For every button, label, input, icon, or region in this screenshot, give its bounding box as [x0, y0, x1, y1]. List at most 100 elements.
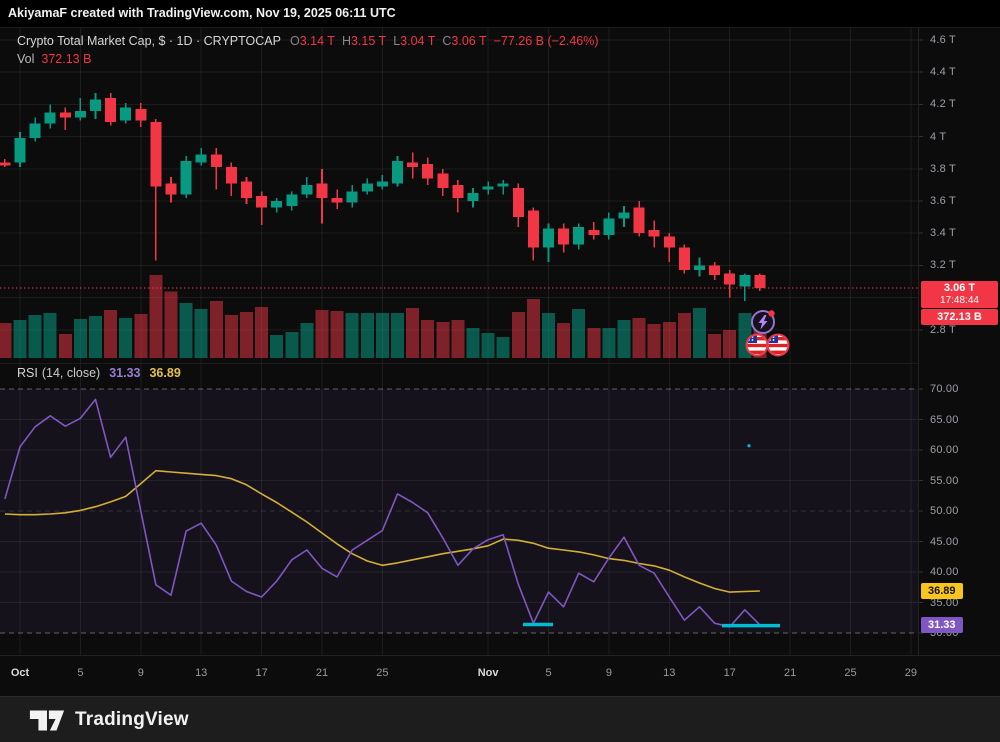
tradingview-logo-icon[interactable] [28, 706, 66, 734]
alert-dot [768, 310, 775, 317]
time-scale-label: 17 [255, 667, 268, 679]
volume-bar [406, 307, 420, 358]
time-scale-label: 13 [663, 667, 676, 679]
symbol-legend: Crypto Total Market Cap, $ · 1D · CRYPTO… [17, 34, 599, 48]
volume-bar [632, 318, 646, 358]
rsi-scale-label: 45.00 [930, 535, 959, 548]
volume-bar [0, 322, 12, 358]
rsi-ma-line [4, 469, 760, 593]
candle [678, 244, 690, 274]
volume-bar [58, 333, 72, 358]
tradingview-wordmark[interactable]: TradingView [75, 708, 189, 730]
candle [301, 176, 313, 198]
close-value: 3.06 T [451, 34, 487, 48]
time-scale-label: 25 [376, 667, 389, 679]
volume-bar [526, 298, 540, 358]
low-label: L [393, 34, 401, 48]
candle [392, 155, 403, 187]
volume-bar [345, 313, 359, 358]
volume-bar [421, 320, 435, 358]
candle [603, 212, 615, 240]
pane-divider[interactable] [0, 363, 918, 364]
price-scale-label: 4.4 T [930, 66, 956, 79]
candle [241, 176, 252, 205]
candle [165, 176, 177, 203]
open-label: O [289, 34, 300, 48]
candle [120, 102, 132, 124]
volume-bar [451, 320, 465, 358]
volume-bar [602, 327, 616, 358]
price-scale-label: 4.2 T [930, 98, 956, 111]
time-scale-label: Oct [10, 667, 30, 679]
candle [346, 184, 358, 208]
candle [74, 97, 86, 121]
price-scale-label: 3.4 T [930, 227, 956, 240]
candle [0, 159, 11, 168]
volume-bar [28, 315, 42, 358]
low-value: 3.04 T [400, 34, 436, 48]
time-scale-label: 5 [545, 667, 552, 679]
candle [588, 221, 600, 240]
candle [376, 175, 388, 190]
high-label: H [341, 34, 351, 48]
volume-bar [209, 300, 223, 358]
attribution-text: AkiyamaF created with TradingView.com, N… [8, 6, 396, 20]
time-scale-label: 13 [195, 667, 208, 679]
candle [150, 118, 162, 261]
price-scale-label: 4 T [930, 130, 947, 143]
us-economic-event-icon[interactable] [745, 333, 769, 357]
candle [361, 178, 373, 195]
time-scale-label: Nov [477, 667, 499, 679]
price-scale-label: 2.8 T [930, 323, 956, 336]
candle [286, 191, 298, 211]
rsi-value-badge: 31.33 [921, 617, 963, 633]
volume-bar [73, 318, 87, 358]
candle [663, 233, 675, 263]
volume-bar [481, 333, 495, 358]
candle [618, 205, 630, 227]
candle [527, 207, 539, 261]
open-value: 3.14 T [299, 34, 335, 48]
change-value: −77.26 B (−2.46%) [493, 34, 599, 48]
candle [271, 197, 283, 213]
crypto-event-lightning-icon[interactable] [751, 310, 775, 334]
volume-bar [557, 322, 571, 358]
rsi-scale-label: 60.00 [930, 444, 959, 456]
candle [407, 152, 419, 179]
rsi-legend: RSI (14, close) 31.33 36.89 [17, 366, 181, 380]
rsi-scale-label: 70.00 [930, 383, 959, 395]
rsi-title[interactable]: RSI [17, 366, 38, 380]
volume-bar [13, 320, 27, 358]
volume-bar [255, 306, 269, 358]
time-scale-label: 21 [783, 667, 797, 679]
candle [225, 162, 237, 197]
volume-bar [149, 275, 163, 358]
time-scale-label: 9 [605, 667, 612, 679]
last-price-value: 3.06 T [943, 282, 976, 294]
volume-bar [43, 313, 57, 358]
candle [739, 273, 751, 301]
rsi-value: 31.33 [109, 366, 141, 380]
candle [90, 93, 101, 119]
volume-bar [662, 322, 676, 358]
symbol-title[interactable]: Crypto Total Market Cap, $ · 1D · CRYPTO… [17, 34, 281, 48]
candles-layer [0, 93, 766, 301]
volume-bar [693, 307, 706, 358]
volume-bar [104, 309, 118, 358]
candle [437, 168, 449, 197]
candle [543, 223, 554, 263]
candle [59, 107, 71, 131]
last-price-badge: 3.06 T 17:48:44 [921, 281, 998, 308]
candle [573, 223, 585, 250]
candle [135, 102, 147, 127]
volume-bar [315, 309, 329, 358]
rsi-ma-value: 36.89 [149, 366, 181, 380]
us-economic-event-icon[interactable] [766, 333, 790, 357]
rsi-line [4, 398, 761, 628]
rsi-params: (14, close) [41, 366, 101, 380]
candle [754, 273, 766, 292]
candle [422, 157, 434, 185]
volume-bar [194, 309, 208, 358]
volume-bar [360, 313, 374, 358]
